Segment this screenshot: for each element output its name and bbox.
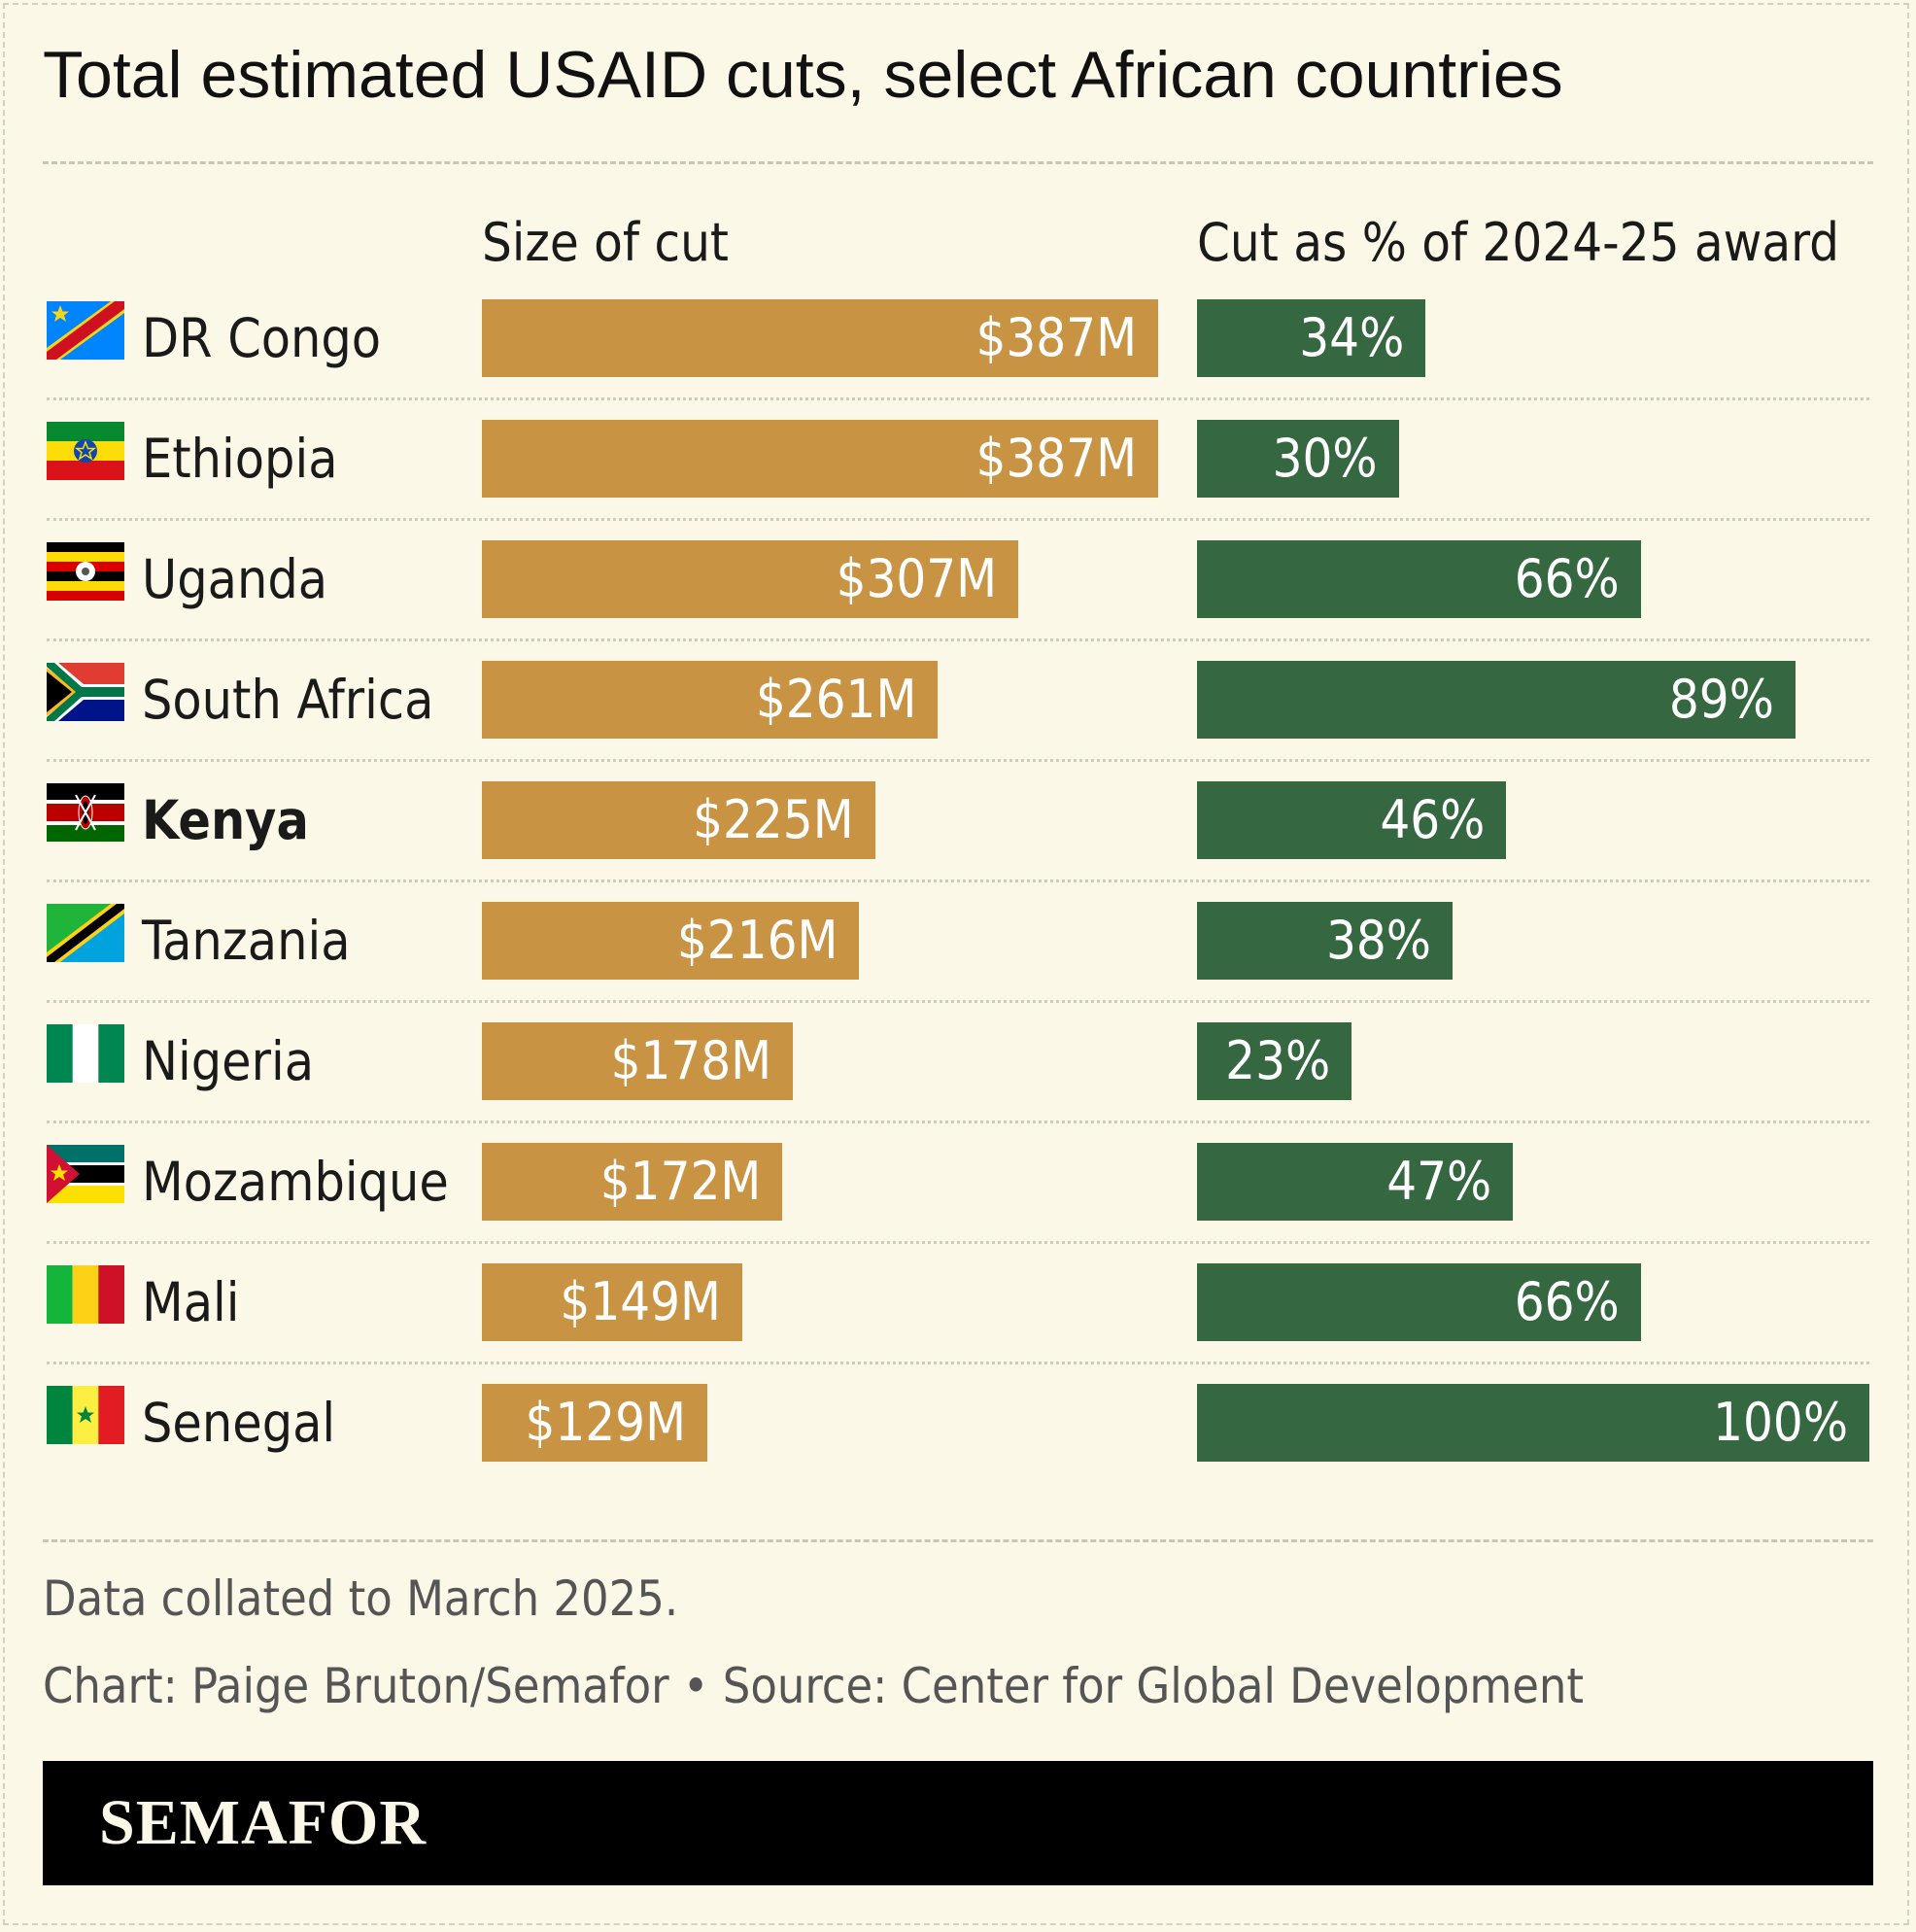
cut-bar-label: $149M: [560, 1271, 721, 1332]
kenya-flag-icon: [47, 783, 124, 842]
cut-bar: $172M: [482, 1143, 783, 1221]
cut-bar-label: $172M: [599, 1151, 762, 1212]
pct-bar-label: 34%: [1299, 307, 1405, 368]
mali-flag-icon: [47, 1265, 124, 1324]
pct-bar: 100%: [1197, 1384, 1869, 1462]
pct-bar: 38%: [1197, 902, 1453, 980]
cut-bar-label: $387M: [975, 428, 1137, 489]
senegal-flag-icon: [47, 1386, 124, 1444]
chart-row-uganda: Uganda $307M 66%: [0, 540, 1916, 661]
chart-row-dr-congo: DR Congo $387M 34%: [0, 299, 1916, 420]
category-label: Mozambique: [142, 1151, 449, 1213]
pct-bar: 46%: [1197, 781, 1507, 859]
row-separator: [47, 1121, 1869, 1123]
row-separator: [47, 518, 1869, 521]
footer-bar: SEMAFOR: [43, 1761, 1873, 1885]
pct-bar: 23%: [1197, 1022, 1352, 1100]
category-label: Ethiopia: [142, 428, 338, 490]
cut-bar-label: $225M: [693, 789, 854, 850]
column-header-pct: Cut as % of 2024-25 award: [1197, 212, 1840, 273]
row-separator: [47, 759, 1869, 762]
pct-bar-label: 66%: [1514, 1271, 1620, 1332]
pct-bar-label: 89%: [1668, 669, 1774, 730]
drc-flag-icon: [47, 301, 124, 360]
cut-bar-label: $307M: [836, 548, 998, 609]
row-separator: [47, 1000, 1869, 1003]
pct-bar-label: 23%: [1225, 1030, 1331, 1091]
row-separator: [47, 638, 1869, 641]
category-label: Nigeria: [142, 1030, 315, 1092]
cut-bar-label: $129M: [525, 1392, 686, 1453]
chart-row-senegal: Senegal $129M 100%: [0, 1384, 1916, 1504]
pct-bar-label: 47%: [1386, 1151, 1492, 1212]
chart-title: Total estimated USAID cuts, select Afric…: [43, 38, 1563, 112]
pct-bar: 66%: [1197, 540, 1641, 618]
pct-bar: 34%: [1197, 299, 1426, 377]
row-separator: [47, 880, 1869, 882]
pct-bar: 89%: [1197, 661, 1796, 739]
chart-row-kenya: Kenya $225M 46%: [0, 781, 1916, 902]
chart-row-mali: Mali $149M 66%: [0, 1263, 1916, 1384]
cut-bar-label: $261M: [755, 669, 917, 730]
pct-bar-label: 38%: [1325, 910, 1431, 971]
row-separator: [47, 397, 1869, 400]
category-label: Tanzania: [142, 910, 351, 972]
nigeria-flag-icon: [47, 1024, 124, 1083]
cut-bar-label: $178M: [610, 1030, 772, 1091]
category-label: Kenya: [142, 789, 309, 851]
title-divider: [43, 161, 1873, 164]
chart-row-tanzania: Tanzania $216M 38%: [0, 902, 1916, 1022]
chart-frame: [3, 3, 1909, 1925]
cut-bar: $149M: [482, 1263, 742, 1341]
mozambique-flag-icon: [47, 1145, 124, 1203]
cut-bar: $216M: [482, 902, 860, 980]
uganda-flag-icon: [47, 542, 124, 601]
category-label: DR Congo: [142, 307, 382, 369]
chart-row-mozambique: Mozambique $172M 47%: [0, 1143, 1916, 1263]
chart-row-nigeria: Nigeria $178M 23%: [0, 1022, 1916, 1143]
notes-divider: [43, 1539, 1873, 1542]
pct-bar-label: 30%: [1272, 428, 1378, 489]
pct-bar-label: 100%: [1713, 1392, 1848, 1453]
category-label: Senegal: [142, 1392, 336, 1454]
pct-bar: 66%: [1197, 1263, 1641, 1341]
cut-bar: $225M: [482, 781, 875, 859]
data-note: Data collated to March 2025.: [43, 1570, 679, 1627]
ethiopia-flag-icon: [47, 422, 124, 480]
column-header-cut: Size of cut: [482, 212, 729, 273]
semafor-logo: SEMAFOR: [99, 1787, 427, 1858]
pct-bar-label: 66%: [1514, 548, 1620, 609]
credit-line: Chart: Paige Bruton/Semafor • Source: Ce…: [43, 1658, 1585, 1714]
cut-bar-label: $387M: [975, 307, 1137, 368]
cut-bar-label: $216M: [676, 910, 838, 971]
cut-bar: $387M: [482, 299, 1158, 377]
row-separator: [47, 1362, 1869, 1364]
cut-bar: $307M: [482, 540, 1019, 618]
pct-bar-label: 46%: [1380, 789, 1486, 850]
cut-bar: $129M: [482, 1384, 707, 1462]
category-label: South Africa: [142, 669, 434, 731]
tanzania-flag-icon: [47, 904, 124, 962]
category-label: Uganda: [142, 548, 328, 610]
pct-bar: 47%: [1197, 1143, 1514, 1221]
cut-bar: $387M: [482, 420, 1158, 498]
cut-bar: $261M: [482, 661, 939, 739]
south-africa-flag-icon: [47, 663, 124, 721]
row-separator: [47, 1241, 1869, 1244]
cut-bar: $178M: [482, 1022, 794, 1100]
chart-row-ethiopia: Ethiopia $387M 30%: [0, 420, 1916, 540]
chart-row-south-africa: South Africa $261M 89%: [0, 661, 1916, 781]
category-label: Mali: [142, 1271, 240, 1333]
pct-bar: 30%: [1197, 420, 1399, 498]
